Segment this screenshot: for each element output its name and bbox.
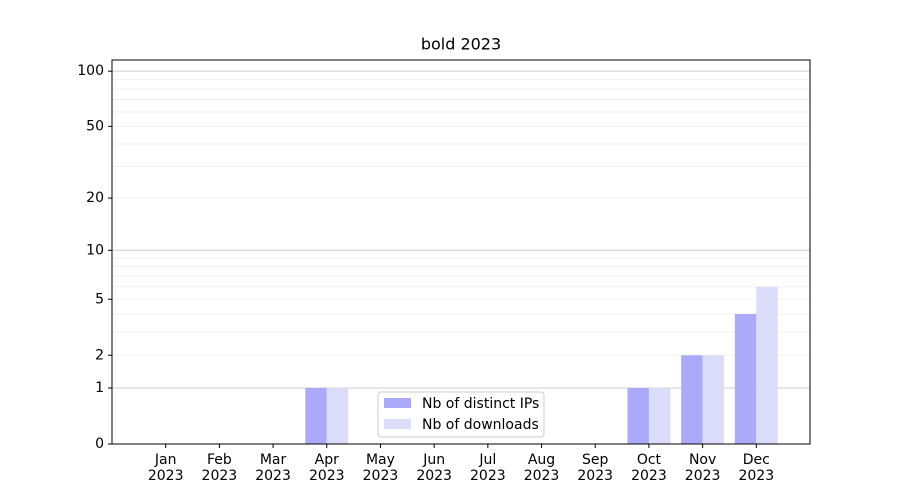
y-tick-label: 100 (77, 63, 104, 79)
legend-box (377, 391, 545, 438)
legend-swatch (384, 419, 411, 429)
y-tick-label: 10 (86, 242, 104, 258)
y-tick-label: 1 (95, 380, 104, 396)
y-tick-label: 50 (86, 118, 104, 134)
legend-label: Nb of downloads (422, 417, 539, 433)
x-tick-label: Jan 2023 (147, 452, 184, 484)
x-tick-label: May 2023 (362, 452, 399, 484)
legend-swatch (384, 398, 411, 408)
x-tick-label: Dec 2023 (738, 452, 775, 484)
x-tick-label: Jul 2023 (470, 452, 506, 484)
bar (681, 355, 703, 444)
legend-label: Nb of distinct IPs (422, 396, 539, 412)
bar (627, 388, 649, 444)
bar (305, 388, 327, 444)
x-tick-label: Mar 2023 (255, 452, 291, 484)
bar (756, 286, 778, 444)
x-tick-label: Sep 2023 (577, 452, 614, 484)
x-tick-label: Apr 2023 (308, 452, 345, 484)
x-tick-label: Nov 2023 (684, 452, 721, 484)
x-tick-label: Jun 2023 (416, 452, 452, 484)
chart-title: bold 2023 (421, 35, 501, 54)
plot-frame (111, 59, 811, 445)
bar (648, 388, 671, 444)
y-tick-label: 5 (95, 291, 104, 307)
bar (326, 388, 349, 444)
x-tick-label: Oct 2023 (631, 452, 667, 484)
y-tick-label: 20 (86, 190, 104, 206)
y-tick-label: 0 (95, 436, 104, 452)
bar (702, 355, 725, 444)
x-tick-label: Aug 2023 (523, 452, 560, 484)
y-tick-label: 2 (95, 347, 104, 363)
x-tick-label: Feb 2023 (201, 452, 238, 484)
bar (734, 313, 757, 444)
